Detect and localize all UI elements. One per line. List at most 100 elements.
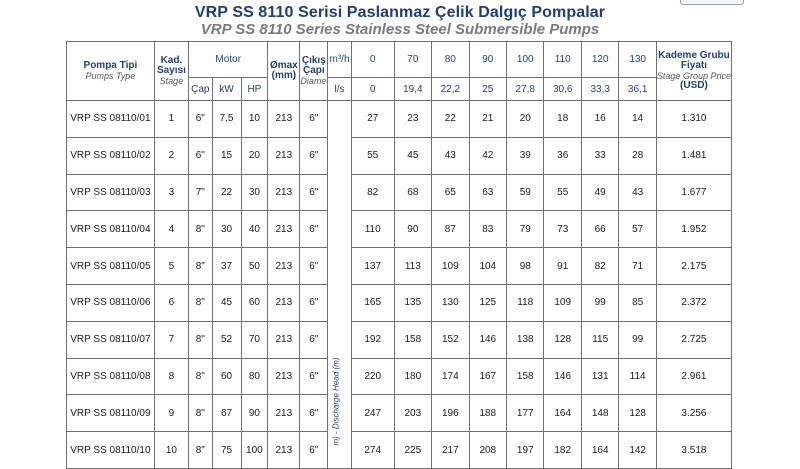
- head-cell: 55: [543, 173, 582, 212]
- discharge-cell: 6": [299, 136, 329, 175]
- stage-cell: 7: [153, 320, 190, 359]
- hp-cell: 70: [240, 320, 269, 359]
- header-stage-count: Kad. Sayısı Stage: [153, 41, 190, 101]
- kw-cell: 37: [211, 247, 242, 285]
- head-cell: 18: [543, 100, 582, 138]
- flow-ls-cell: 30,6: [543, 77, 582, 101]
- stage-cell: 6: [153, 283, 190, 322]
- table-row: VRP SS 08110/07 7 8" 52 70 213 6" 192 15…: [66, 320, 733, 359]
- head-cell: 274: [350, 431, 395, 469]
- head-cell: 167: [468, 357, 508, 396]
- cap-cell: 6": [188, 100, 213, 138]
- flow-ls-cell: 22,2: [431, 77, 470, 101]
- omax-cell: 213: [267, 173, 301, 212]
- flow-m3h-cell: 110: [543, 41, 582, 78]
- head-cell: 164: [580, 431, 620, 469]
- head-cell: 174: [431, 357, 470, 396]
- pump-type-cell: VRP SS 08110/09: [66, 394, 155, 433]
- head-cell: 43: [431, 136, 470, 175]
- cap-cell: 8": [188, 320, 213, 359]
- head-cell: 220: [350, 357, 395, 396]
- head-cell: 66: [580, 210, 620, 249]
- header-motor: Motor: [188, 41, 269, 78]
- stage-cell: 2: [153, 136, 190, 175]
- kw-cell: 45: [211, 283, 242, 322]
- head-cell: 20: [506, 100, 545, 138]
- head-cell: 28: [618, 136, 657, 175]
- head-cell: 177: [506, 394, 545, 433]
- flow-ls-cell: 33,3: [580, 77, 620, 101]
- pump-type-cell: VRP SS 08110/10: [66, 431, 155, 469]
- pump-type-cell: VRP SS 08110/04: [66, 210, 155, 249]
- price-cell: 1.952: [655, 210, 733, 249]
- discharge-cell: 6": [299, 100, 329, 138]
- head-cell: 63: [468, 173, 508, 212]
- head-cell: 65: [431, 173, 470, 212]
- price-cell: 3.256: [655, 394, 733, 433]
- table-row: VRP SS 08110/04 4 8" 30 40 213 6" 110 90…: [66, 210, 733, 249]
- head-cell: 128: [543, 320, 582, 359]
- head-cell: 118: [506, 283, 545, 322]
- header-motor-cap: Çap: [188, 77, 213, 101]
- omax-cell: 213: [267, 357, 301, 396]
- header-unit-ls: l/s: [327, 77, 352, 101]
- head-cell: 43: [618, 173, 657, 212]
- head-cell: 164: [543, 394, 582, 433]
- head-cell: 85: [618, 283, 657, 322]
- head-cell: 45: [393, 136, 433, 175]
- pump-type-cell: VRP SS 08110/02: [66, 136, 155, 175]
- head-cell: 138: [506, 320, 545, 359]
- head-cell: 128: [618, 394, 657, 433]
- stage-cell: 3: [153, 173, 190, 212]
- discharge-cell: 6": [299, 247, 329, 285]
- hp-cell: 100: [240, 431, 269, 469]
- head-cell: 217: [431, 431, 470, 469]
- flow-ls-cell: 36,1: [618, 77, 657, 101]
- head-cell: 36: [543, 136, 582, 175]
- cap-cell: 8": [188, 357, 213, 396]
- discharge-cell: 6": [299, 357, 329, 396]
- kw-cell: 22: [211, 173, 242, 212]
- head-cell: 110: [350, 210, 395, 249]
- cap-cell: 7": [188, 173, 213, 212]
- page-title: VRP SS 8110 Serisi Paslanmaz Çelik Dalgı…: [194, 4, 606, 21]
- head-cell: 49: [580, 173, 620, 212]
- head-cell: 79: [506, 210, 545, 249]
- head-cell: 109: [543, 283, 582, 322]
- head-cell: 91: [543, 247, 582, 285]
- discharge-cell: 6": [299, 394, 329, 433]
- discharge-cell: 6": [299, 320, 329, 359]
- stage-cell: 4: [153, 210, 190, 249]
- flow-m3h-cell: 90: [468, 41, 508, 78]
- head-cell: 197: [506, 431, 545, 469]
- head-cell: 131: [580, 357, 620, 396]
- omax-cell: 213: [267, 247, 301, 285]
- discharge-cell: 6": [299, 431, 329, 469]
- head-cell: 158: [393, 320, 433, 359]
- kw-cell: 75: [211, 431, 242, 469]
- hp-cell: 60: [240, 283, 269, 322]
- stage-cell: 8: [153, 357, 190, 396]
- hp-cell: 30: [240, 173, 269, 212]
- price-cell: 3.518: [655, 431, 733, 469]
- stage-cell: 10: [153, 431, 190, 469]
- flow-ls-cell: 0: [350, 77, 395, 101]
- head-cell: 23: [393, 100, 433, 138]
- head-cell: 135: [393, 283, 433, 322]
- head-cell: 90: [393, 210, 433, 249]
- flow-m3h-cell: 0: [350, 41, 395, 78]
- omax-cell: 213: [267, 283, 301, 322]
- discharge-cell: 6": [299, 210, 329, 249]
- discharge-cell: 6": [299, 283, 329, 322]
- discharge-head-label: m) - Discharge Head (m): [331, 357, 341, 446]
- head-cell: 39: [506, 136, 545, 175]
- kw-cell: 67: [211, 394, 242, 433]
- head-cell: 83: [468, 210, 508, 249]
- header-discharge-diameter: Çıkış Çapı Diameter: [299, 41, 329, 101]
- table-row: VRP SS 08110/08 8 8" 60 80 213 6" 220 18…: [66, 357, 733, 396]
- head-cell: 99: [580, 283, 620, 322]
- kw-cell: 60: [211, 357, 242, 396]
- hp-cell: 20: [240, 136, 269, 175]
- kw-cell: 30: [211, 210, 242, 249]
- price-cell: 2.961: [655, 357, 733, 396]
